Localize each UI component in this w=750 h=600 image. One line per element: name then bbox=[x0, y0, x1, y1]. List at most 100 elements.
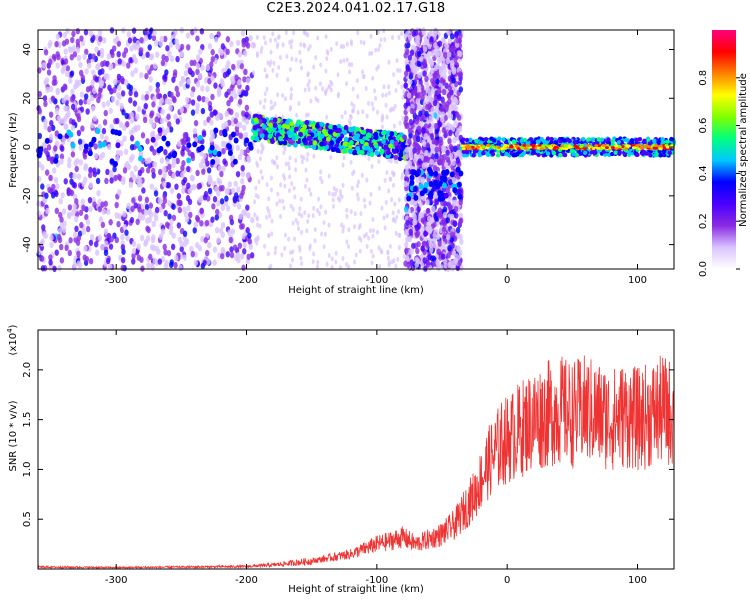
spectrogram-cell bbox=[104, 240, 109, 247]
spectrogram-cell bbox=[434, 51, 440, 59]
spectrogram-cell bbox=[154, 206, 160, 214]
spectrogram-cell bbox=[235, 170, 241, 178]
spectrogram-cell bbox=[110, 128, 116, 135]
spectrogram-cell bbox=[253, 212, 257, 218]
spectrogram-cell bbox=[213, 82, 218, 89]
spectrogram-cell bbox=[246, 212, 251, 219]
spectrogram-cell bbox=[389, 131, 395, 137]
spectrogram-cell bbox=[558, 152, 563, 158]
spectrogram-cell bbox=[220, 81, 225, 88]
spectrogram-cell bbox=[420, 178, 425, 185]
spectrogram-cell bbox=[257, 179, 261, 185]
spectrogram-cell bbox=[95, 128, 101, 135]
spectrogram-cell bbox=[171, 152, 177, 159]
spectrogram-cell bbox=[195, 35, 200, 42]
spectrogram-cell bbox=[180, 75, 186, 83]
spectrogram-cell bbox=[87, 62, 92, 69]
spectrogram-cell bbox=[365, 177, 369, 183]
spectrogram-cell bbox=[314, 54, 318, 60]
spectrogram-cell bbox=[325, 56, 329, 62]
spectrogram-cell bbox=[176, 43, 181, 50]
spectrogram-cell bbox=[179, 240, 184, 247]
spectrogram-cell bbox=[236, 186, 241, 193]
spectrogram-cell bbox=[345, 213, 349, 219]
spectrogram-cell bbox=[450, 231, 455, 238]
spectrogram-cell bbox=[57, 227, 63, 234]
spectrogram-cell bbox=[84, 213, 89, 221]
spectrogram-cell bbox=[394, 263, 398, 269]
spectrogram-cell bbox=[210, 158, 216, 165]
spectrogram-cell bbox=[36, 248, 42, 256]
spectrogram-cell bbox=[171, 76, 176, 83]
spectrogram-cell bbox=[387, 90, 391, 96]
spectrogram-cell bbox=[599, 137, 605, 142]
spectrogram-cell bbox=[624, 147, 629, 151]
spectrogram-cell bbox=[115, 142, 121, 149]
spectrogram-cell bbox=[333, 191, 337, 197]
spectrogram-cell bbox=[76, 260, 81, 267]
spectrogram-cell bbox=[163, 249, 168, 256]
spectrogram-cell bbox=[53, 157, 59, 164]
spectrogram-cell bbox=[105, 257, 111, 265]
spectrogram-cell bbox=[451, 159, 456, 167]
spectrogram-cell bbox=[122, 223, 127, 231]
spectrogram-cell bbox=[42, 141, 47, 149]
spectrogram-cell bbox=[373, 143, 379, 149]
spectrogram-cell bbox=[59, 158, 64, 165]
spectrogram-cell bbox=[149, 118, 154, 125]
spectrogram-cell bbox=[247, 141, 253, 148]
spectrogram-cell bbox=[233, 92, 238, 100]
spectrogram-cell bbox=[143, 209, 149, 216]
spectrogram-cell bbox=[153, 215, 159, 222]
spectrogram-cell bbox=[210, 56, 215, 63]
spectrogram-cell bbox=[304, 183, 308, 189]
spectrogram-cell bbox=[406, 261, 411, 269]
spectrogram-cell bbox=[92, 167, 97, 174]
spectrogram-cell bbox=[150, 136, 156, 143]
spectrogram-cell bbox=[128, 97, 133, 104]
spectrogram-cell bbox=[302, 155, 306, 161]
spectrogram-cell bbox=[320, 86, 324, 92]
spectrogram-cell bbox=[385, 114, 389, 120]
spectrogram-cell bbox=[137, 145, 143, 152]
spectrogram-cell bbox=[76, 234, 82, 242]
spectrogram-cell bbox=[85, 108, 90, 115]
spectrogram-cell bbox=[350, 101, 354, 107]
spectrogram-cell bbox=[436, 233, 441, 240]
spectrogram-cell bbox=[71, 264, 77, 271]
spectrogram-cell bbox=[90, 121, 95, 129]
spectrogram-cell bbox=[383, 225, 387, 231]
spectrogram-cell bbox=[286, 130, 292, 136]
spectrogram-cell bbox=[85, 218, 91, 226]
spectrogram-cell bbox=[94, 46, 99, 53]
spectrogram-cell bbox=[386, 249, 390, 255]
spectrogram-cell bbox=[390, 197, 394, 203]
spectrogram-cell bbox=[316, 35, 320, 41]
spectrogram-cell bbox=[569, 149, 574, 154]
spectrogram-cell bbox=[413, 157, 418, 164]
spectrogram-cell bbox=[388, 143, 393, 149]
spectrogram-cell bbox=[445, 233, 451, 241]
spectrogram-cell bbox=[137, 178, 143, 185]
spectrogram-cell bbox=[614, 144, 619, 148]
spectrogram-cell bbox=[158, 206, 163, 213]
spectrogram-cell bbox=[110, 51, 115, 59]
spectrogram-cell bbox=[166, 121, 172, 128]
spectrogram-cell bbox=[436, 88, 441, 95]
spectrogram-cell bbox=[392, 148, 397, 155]
spectrogram-cell bbox=[164, 97, 170, 105]
spectrogram-cell bbox=[415, 230, 421, 237]
spectrogram-cell bbox=[200, 64, 205, 71]
spectrogram-cell bbox=[108, 243, 114, 250]
spectrogram-cell bbox=[149, 262, 155, 269]
spectrogram-cell bbox=[241, 110, 246, 117]
spectrogram-cell bbox=[146, 262, 151, 269]
spectrogram-cell bbox=[249, 252, 255, 259]
spectrogram-cell bbox=[339, 58, 343, 64]
spectrogram-cell bbox=[294, 167, 298, 173]
spectrogram-cell bbox=[280, 252, 284, 258]
spectrogram-cell bbox=[414, 171, 420, 178]
spectrogram-cell bbox=[224, 91, 229, 98]
spectrogram-cell bbox=[256, 148, 260, 154]
spectrogram-cell bbox=[432, 241, 437, 249]
